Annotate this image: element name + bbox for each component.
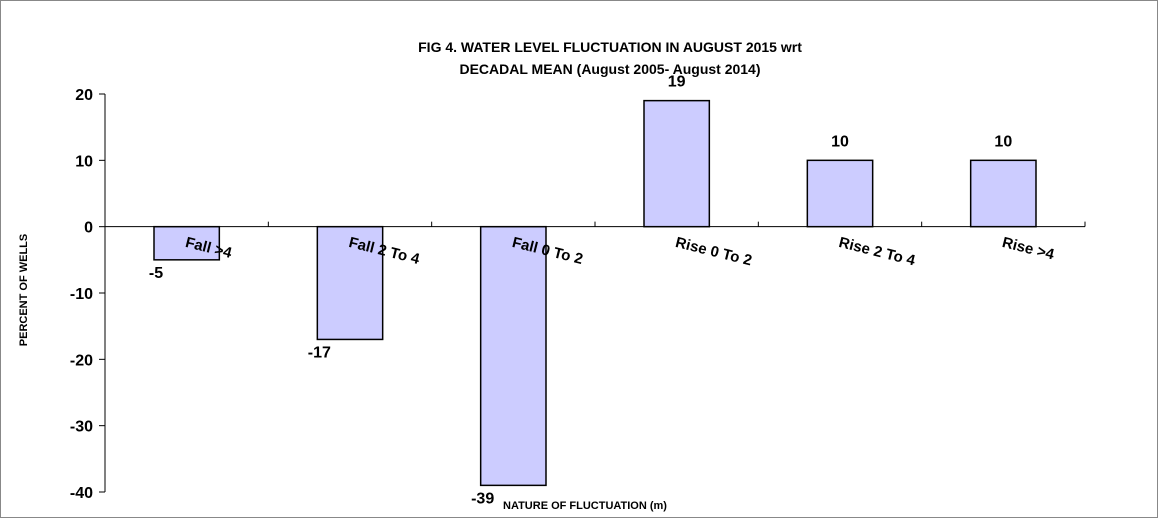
y-tick-label: -10 — [70, 286, 93, 303]
y-axis-label: PERCENT OF WELLS — [18, 234, 30, 346]
y-tick-label: -40 — [70, 485, 93, 502]
data-label: -39 — [471, 490, 494, 507]
data-label: -5 — [149, 265, 163, 282]
data-label: 10 — [994, 133, 1012, 150]
y-tick-label: -20 — [70, 352, 93, 369]
x-axis-label: NATURE OF FLUCTUATION (m) — [503, 500, 667, 512]
y-tick-label: 20 — [75, 87, 93, 104]
bar — [153, 225, 221, 261]
y-tick-label: 0 — [84, 220, 93, 237]
y-tick-label: 10 — [75, 153, 93, 170]
bar — [643, 99, 711, 228]
bar — [316, 225, 384, 341]
chart-title: DECADAL MEAN (August 2005- August 2014) — [459, 61, 760, 77]
data-label: 19 — [668, 74, 686, 91]
bar — [969, 159, 1037, 228]
bar — [806, 159, 874, 228]
bar — [479, 225, 547, 487]
chart-title: FIG 4. WATER LEVEL FLUCTUATION IN AUGUST… — [418, 39, 802, 55]
y-tick-label: -30 — [70, 419, 93, 436]
data-label: 10 — [831, 133, 849, 150]
data-label: -17 — [308, 344, 331, 361]
